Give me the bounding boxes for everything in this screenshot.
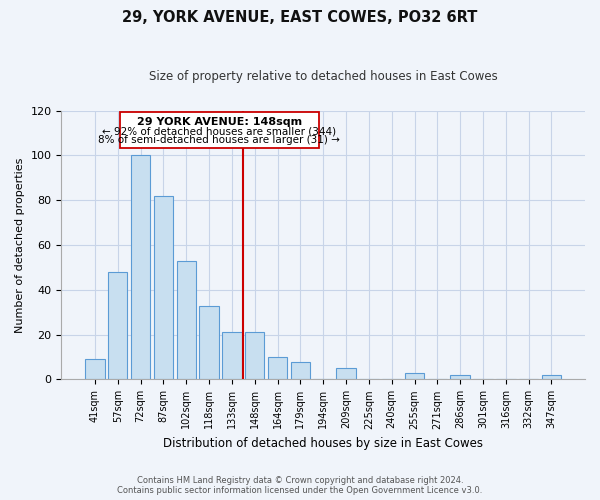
Bar	[268, 357, 287, 380]
Y-axis label: Number of detached properties: Number of detached properties	[15, 158, 25, 332]
Text: Contains HM Land Registry data © Crown copyright and database right 2024.
Contai: Contains HM Land Registry data © Crown c…	[118, 476, 482, 495]
Text: ← 92% of detached houses are smaller (344): ← 92% of detached houses are smaller (34…	[102, 126, 337, 136]
Bar	[108, 272, 127, 380]
Bar	[451, 375, 470, 380]
Bar	[405, 372, 424, 380]
Bar	[337, 368, 356, 380]
Bar	[199, 306, 219, 380]
Text: 8% of semi-detached houses are larger (31) →: 8% of semi-detached houses are larger (3…	[98, 135, 340, 145]
Bar	[120, 112, 319, 148]
Bar	[222, 332, 242, 380]
Text: 29 YORK AVENUE: 148sqm: 29 YORK AVENUE: 148sqm	[137, 116, 302, 126]
Bar	[154, 196, 173, 380]
Bar	[245, 332, 265, 380]
Bar	[176, 260, 196, 380]
Bar	[85, 360, 104, 380]
Bar	[290, 362, 310, 380]
Bar	[542, 375, 561, 380]
Title: Size of property relative to detached houses in East Cowes: Size of property relative to detached ho…	[149, 70, 497, 83]
X-axis label: Distribution of detached houses by size in East Cowes: Distribution of detached houses by size …	[163, 437, 483, 450]
Text: 29, YORK AVENUE, EAST COWES, PO32 6RT: 29, YORK AVENUE, EAST COWES, PO32 6RT	[122, 10, 478, 25]
Bar	[131, 156, 150, 380]
